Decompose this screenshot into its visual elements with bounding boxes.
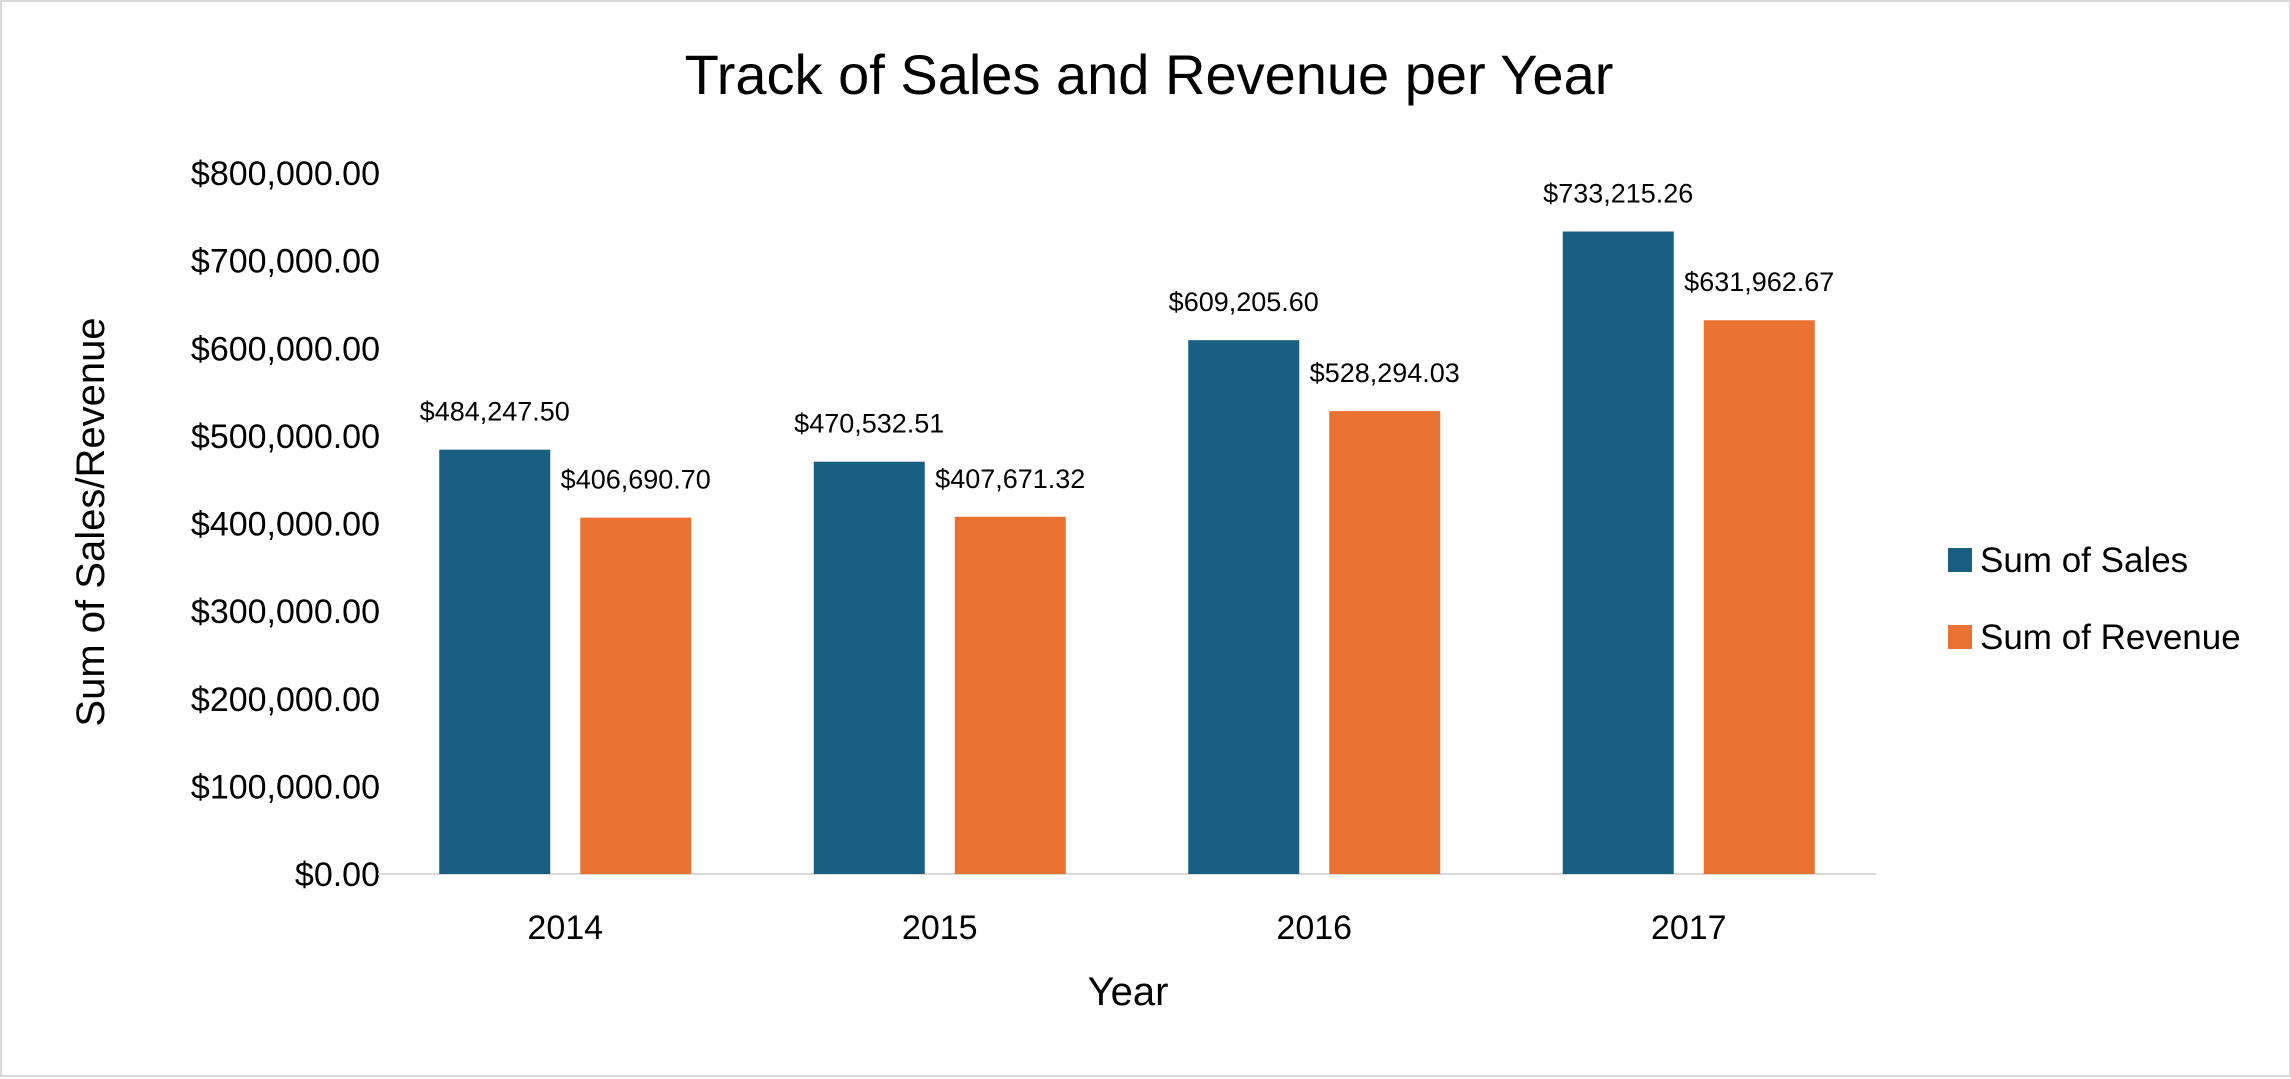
bar-revenue-2015 bbox=[954, 516, 1066, 874]
y-axis-title: Sum of Sales/Revenue bbox=[69, 317, 113, 726]
data-label: $609,205.60 bbox=[1169, 287, 1319, 317]
y-tick-label: $200,000.00 bbox=[191, 681, 380, 719]
x-axis-title: Year bbox=[1088, 970, 1169, 1014]
data-label: $470,532.51 bbox=[794, 409, 944, 439]
y-tick-label: $0.00 bbox=[295, 856, 380, 894]
y-tick-label: $500,000.00 bbox=[191, 418, 380, 456]
x-tick-label: 2015 bbox=[902, 909, 978, 947]
legend: Sum of Sales Sum of Revenue bbox=[1948, 541, 2241, 657]
y-tick-label: $600,000.00 bbox=[191, 330, 380, 368]
data-label: $528,294.03 bbox=[1310, 358, 1460, 388]
x-tick-label: 2014 bbox=[527, 909, 603, 947]
bar-revenue-2016 bbox=[1329, 411, 1441, 874]
y-axis-ticks: $0.00 $100,000.00 $200,000.00 $300,000.00 $4… bbox=[191, 155, 380, 894]
data-label: $733,215.26 bbox=[1543, 179, 1693, 209]
data-label: $407,671.32 bbox=[935, 464, 1085, 494]
y-tick-label: $300,000.00 bbox=[191, 593, 380, 631]
bar-sales-2014 bbox=[439, 449, 551, 874]
bar-sales-2017 bbox=[1562, 231, 1674, 874]
data-label: $631,962.67 bbox=[1684, 267, 1834, 297]
legend-label: Sum of Revenue bbox=[1980, 618, 2241, 657]
bar-sales-2016 bbox=[1188, 340, 1300, 874]
y-tick-label: $100,000.00 bbox=[191, 768, 380, 806]
chart-title: Track of Sales and Revenue per Year bbox=[685, 43, 1614, 106]
y-tick-label: $400,000.00 bbox=[191, 506, 380, 544]
y-tick-label: $800,000.00 bbox=[191, 155, 380, 193]
legend-swatch bbox=[1948, 548, 1972, 572]
bar-revenue-2017 bbox=[1703, 320, 1815, 875]
legend-swatch bbox=[1948, 625, 1972, 649]
bar-sales-2015 bbox=[813, 461, 925, 874]
data-labels-group: $484,247.50 $406,690.70 $470,532.51 $407,67… bbox=[420, 179, 1835, 495]
legend-label: Sum of Sales bbox=[1980, 541, 2188, 580]
x-axis-ticks: 2014 2015 2016 2017 bbox=[527, 909, 1726, 947]
bars-group bbox=[439, 231, 1815, 875]
x-tick-label: 2016 bbox=[1276, 909, 1352, 947]
y-tick-label: $700,000.00 bbox=[191, 243, 380, 281]
x-tick-label: 2017 bbox=[1651, 909, 1727, 947]
bar-revenue-2014 bbox=[580, 517, 692, 874]
data-label: $484,247.50 bbox=[420, 397, 570, 427]
data-label: $406,690.70 bbox=[561, 465, 711, 495]
